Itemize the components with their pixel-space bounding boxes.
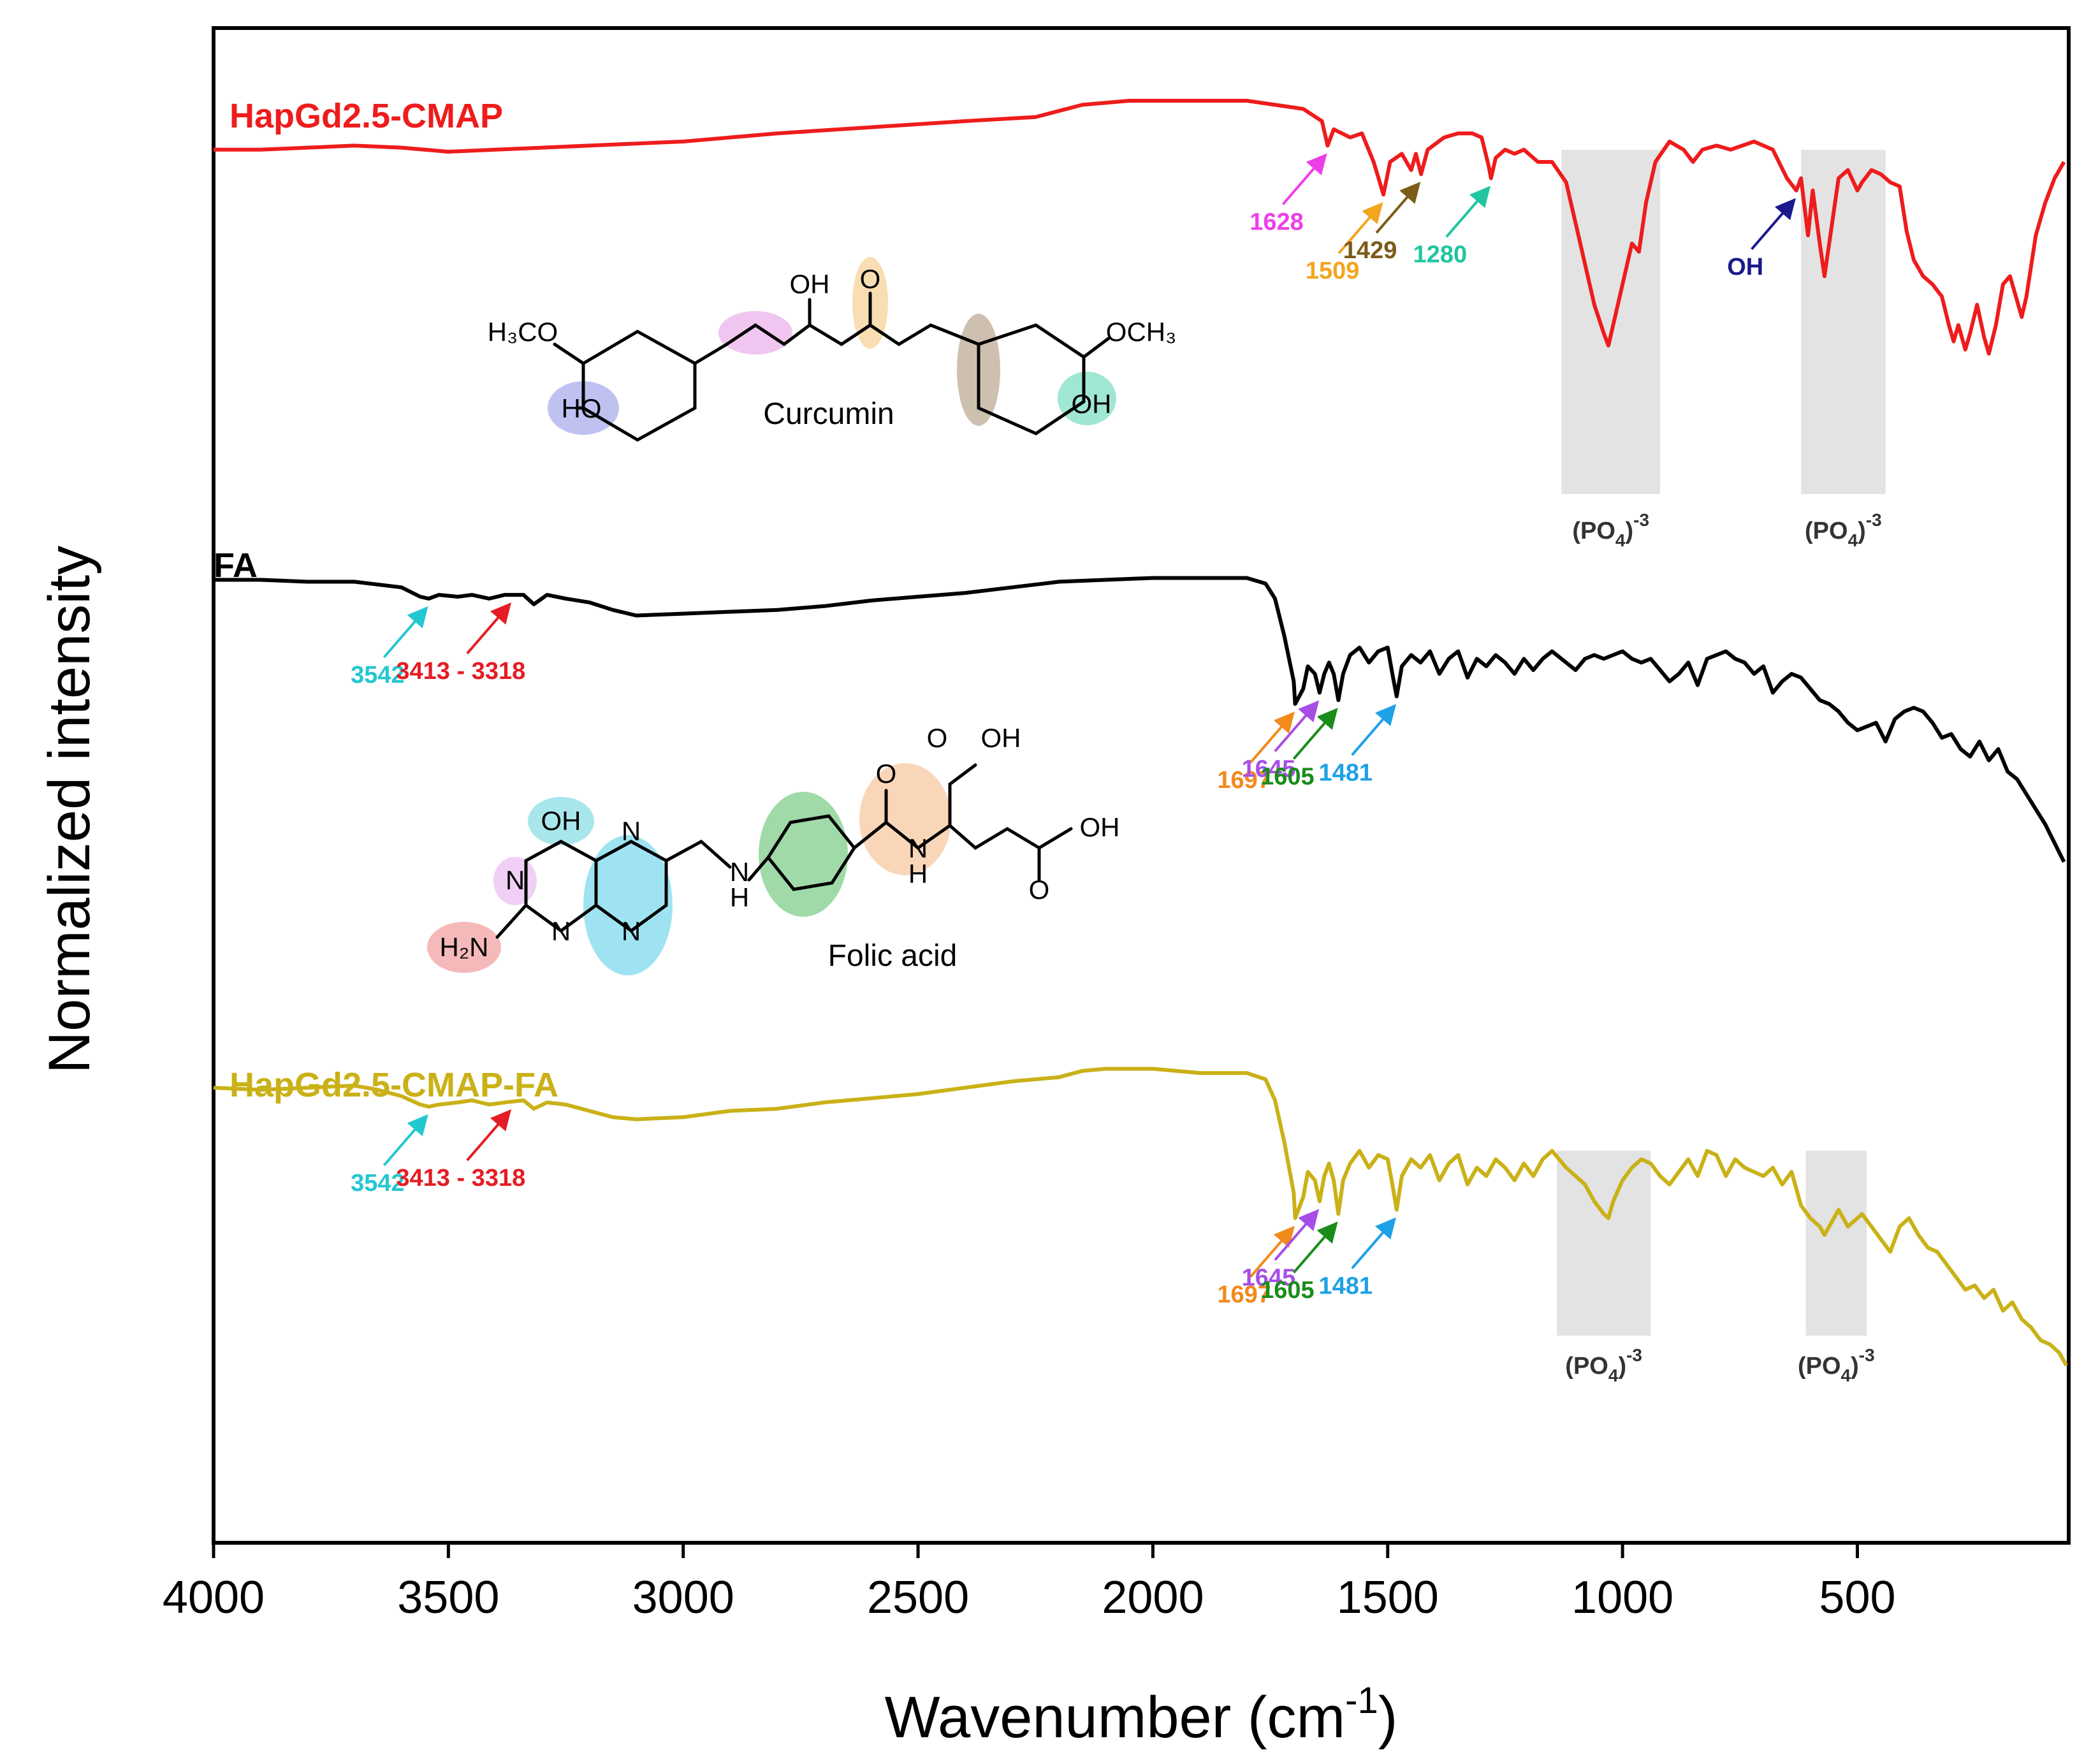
curcumin-label-h3co: H₃CO (488, 317, 558, 347)
folic-label-n1: N (506, 865, 525, 895)
annotation-arrow (1274, 700, 1320, 752)
annotation-label: 1697 (1217, 767, 1271, 794)
folic-label-oh-acid2: OH (1080, 812, 1120, 842)
po4-label: (PO4)-3 (1798, 1345, 1875, 1385)
curcumin-label-ho: HO (562, 393, 602, 423)
annotation-arrow (1250, 1225, 1295, 1278)
annotation-label: OH (1727, 254, 1763, 281)
annotation-arrow (1351, 1217, 1397, 1269)
curcumin-name: Curcumin (763, 397, 894, 431)
series-label: FA (214, 546, 258, 585)
folic-label-oh-acid1: OH (981, 723, 1021, 753)
curcumin-label-och3: OCH₃ (1106, 317, 1176, 347)
x-tick-label: 2500 (867, 1572, 969, 1623)
folic-acid-structure: OH N N N N H₂N N H O N H OH O OH O Folic… (427, 723, 1120, 975)
x-tick-label: 3000 (632, 1572, 734, 1623)
folic-label-oh-top: OH (541, 806, 581, 836)
curcumin-structure: H₃CO OH O OCH₃ HO OH Curcumin (488, 257, 1176, 442)
folic-acid-name: Folic acid (828, 939, 958, 973)
x-axis-label-superscript: -1 (1345, 1680, 1378, 1721)
highlight-h2n (427, 922, 501, 973)
annotation-arrow (383, 606, 428, 659)
annotation-label: 1509 (1306, 258, 1360, 284)
annotation-label: 1280 (1413, 242, 1468, 268)
folic-label-amide-h: H (908, 859, 928, 889)
annotation-arrow (1375, 182, 1421, 234)
annotation-arrow (1292, 1221, 1338, 1274)
folic-label-n3: N (622, 816, 641, 846)
x-axis-ticks: 4000 3500 3000 2500 2000 1500 1000 500 (163, 1543, 1896, 1623)
annotation-label: 3542 (351, 662, 405, 689)
po4-label: (PO4)-3 (1805, 510, 1882, 550)
x-tick-label: 500 (1819, 1572, 1895, 1623)
annotation-label: 1605 (1260, 1277, 1315, 1304)
annotation-arrow (1751, 198, 1796, 251)
annotation-arrow (1292, 708, 1338, 760)
annotation-arrow (466, 602, 512, 655)
highlight-alkene (718, 311, 792, 354)
annotation-label: 3542 (351, 1170, 405, 1197)
folic-label-h2n: H₂N (440, 932, 489, 962)
series-label: HapGd2.5-CMAP (230, 97, 503, 135)
annotation-label: 1628 (1250, 208, 1304, 235)
annotation-label: 3413 - 3318 (396, 1165, 525, 1192)
x-tick-label: 3500 (397, 1572, 499, 1623)
folic-label-n4: N (622, 916, 641, 946)
annotation-label: 1697 (1217, 1281, 1271, 1308)
series-label: HapGd2.5-CMAP-FA (230, 1066, 558, 1104)
po4-label: (PO4)-3 (1565, 1345, 1642, 1385)
plot-frame (212, 26, 2071, 1545)
highlight-amide (859, 763, 951, 875)
series-line-fa (214, 576, 2066, 863)
curcumin-label-oh-top: OH (790, 269, 830, 299)
folic-label-amide-n: N (908, 833, 928, 863)
folic-label-nh-n: N (730, 857, 749, 887)
po4-shaded-region (1556, 1151, 1651, 1336)
x-tick-label: 4000 (163, 1572, 265, 1623)
x-tick-label: 2000 (1102, 1572, 1204, 1623)
po4-label: (PO4)-3 (1572, 510, 1649, 550)
series-labels: HapGd2.5-CMAP FA HapGd2.5-CMAP-FA (214, 97, 558, 1104)
annotation-arrow (1445, 186, 1491, 238)
annotation-arrow (383, 1114, 428, 1167)
annotation-label: 1481 (1318, 1273, 1373, 1300)
annotation-label: 1645 (1242, 756, 1296, 783)
series-line-hapgd2-5-cmap (214, 99, 2066, 356)
folic-label-o-acid1: O (927, 723, 948, 753)
folic-label-o-acid2: O (1029, 875, 1050, 905)
folic-label-amide-o: O (876, 759, 897, 789)
series-lines (213, 99, 2068, 1367)
po4-shaded-region (1805, 1151, 1867, 1336)
x-axis-label-close: ) (1378, 1685, 1398, 1750)
annotation-arrow (1281, 153, 1327, 205)
annotation-arrow (1337, 202, 1383, 254)
folic-label-n2: N (551, 916, 571, 946)
annotation-arrow (1351, 704, 1397, 756)
annotation-arrow (1274, 1209, 1320, 1261)
annotation-label: 3413 - 3318 (396, 658, 525, 685)
annotation-label: 1645 (1242, 1264, 1296, 1291)
annotation-arrow (1250, 711, 1295, 764)
y-axis-label: Normalized intensity (37, 546, 102, 1074)
highlight-pyrazine (583, 835, 673, 975)
x-axis-label: Wavenumber (cm-1) (885, 1680, 1398, 1750)
annotation-label: 1481 (1318, 759, 1373, 786)
annotation-label: 1605 (1260, 763, 1315, 790)
series-line-hapgd2-5-cmap-fa (213, 1067, 2068, 1367)
curcumin-label-o: O (860, 264, 881, 294)
annotation-label: 1429 (1343, 237, 1397, 264)
highlight-oh (1058, 372, 1116, 425)
x-tick-label: 1000 (1571, 1572, 1673, 1623)
curcumin-label-oh: OH (1072, 389, 1112, 419)
x-tick-label: 1500 (1337, 1572, 1439, 1623)
folic-label-nh-h: H (730, 882, 749, 912)
highlight-oh (528, 797, 594, 845)
annotation-arrow (466, 1109, 512, 1162)
